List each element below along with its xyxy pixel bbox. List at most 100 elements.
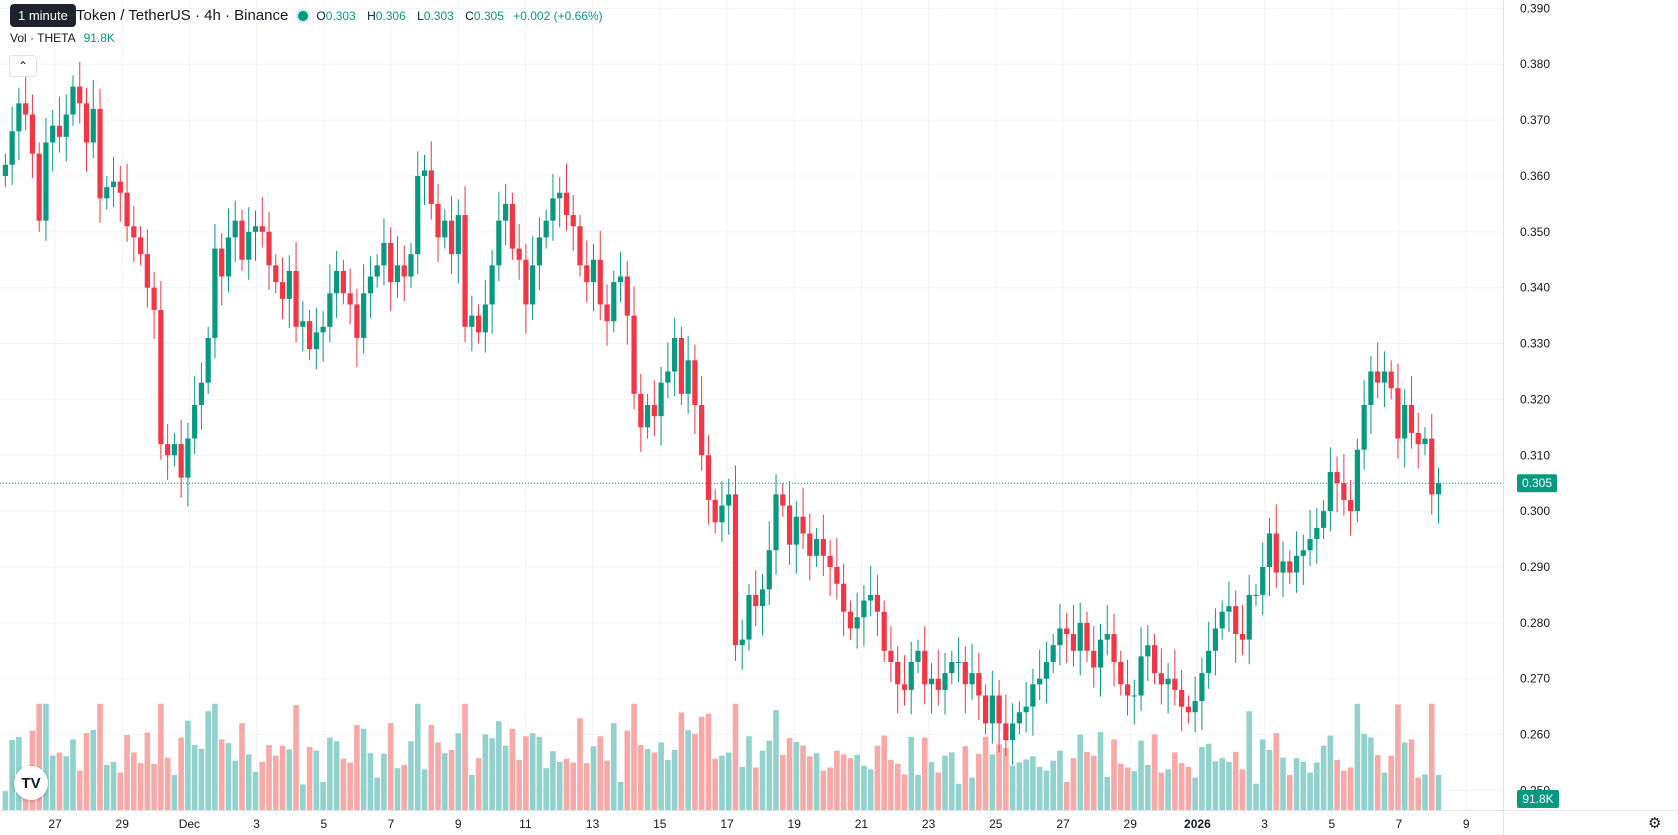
candle-body — [590, 259, 597, 283]
settings-gear-icon[interactable]: ⚙ — [1648, 815, 1662, 832]
volume-bar — [1097, 731, 1104, 810]
candle-body — [1293, 555, 1300, 573]
volume-bar — [117, 772, 124, 810]
candle-body — [888, 650, 894, 662]
candle-body — [178, 444, 184, 478]
volume-bar — [2, 791, 9, 810]
price-axis-label: 0.280 — [1520, 616, 1550, 630]
volume-bar — [279, 745, 286, 810]
collapse-legend-button[interactable]: ⌃ — [9, 55, 37, 77]
volume-bar — [1009, 765, 1016, 810]
candle-body — [246, 231, 252, 260]
candle-body — [23, 103, 29, 115]
volume-bar — [245, 754, 252, 810]
volume-bar — [218, 739, 225, 810]
candle-body — [306, 321, 313, 350]
volume-bar — [205, 711, 211, 810]
candle-body — [1050, 645, 1056, 662]
volume-bar — [1192, 777, 1198, 810]
volume-bar — [306, 746, 313, 810]
volume-bar — [198, 748, 205, 810]
volume-bar — [1334, 760, 1340, 810]
candle-body — [969, 673, 975, 685]
volume-bar — [90, 730, 97, 810]
volume-bar — [1185, 766, 1192, 810]
price-change: +0.002 (+0.66%) — [513, 8, 603, 23]
volume-bar — [523, 736, 529, 810]
volume-bar — [529, 733, 536, 810]
candle-body — [192, 405, 198, 439]
volume-bar — [1090, 755, 1097, 810]
candle-body — [252, 226, 259, 232]
candle-body — [766, 550, 772, 590]
volume-bar — [692, 733, 698, 810]
volume-bar — [658, 742, 664, 810]
time-axis-label: 19 — [788, 817, 802, 831]
volume-bar — [1212, 761, 1219, 810]
candle-body — [273, 265, 279, 283]
candle-body — [847, 611, 853, 629]
volume-bar — [266, 745, 272, 810]
candle-body — [732, 494, 739, 646]
candle-body — [617, 276, 624, 283]
candle-body — [482, 304, 488, 333]
candle-body — [1037, 678, 1043, 685]
price-axis-label: 0.380 — [1520, 57, 1550, 71]
volume-bar — [401, 765, 408, 810]
volume-bar — [110, 761, 117, 810]
time-axis-label: 23 — [922, 817, 936, 831]
volume-bar — [212, 703, 218, 810]
volume-bar — [779, 755, 786, 810]
candle-body — [786, 505, 793, 545]
volume-bar — [556, 761, 563, 810]
candle-body — [557, 192, 563, 199]
high-value: 0.306 — [375, 8, 406, 23]
time-axis-label: 7 — [1396, 817, 1403, 831]
candle-body — [1348, 499, 1354, 512]
volume-bar — [1408, 739, 1415, 810]
low-value: 0.303 — [423, 8, 454, 23]
volume-bar — [1084, 751, 1090, 810]
volume-bar — [1063, 781, 1070, 810]
price-axis-label: 0.260 — [1520, 728, 1550, 742]
candle-body — [300, 321, 306, 327]
candle-body — [719, 505, 725, 523]
tradingview-logo-icon[interactable]: TV — [14, 766, 48, 800]
candle-body — [584, 265, 590, 283]
volume-bar — [1219, 758, 1225, 810]
volume-bar — [705, 713, 712, 810]
candle-body — [1212, 628, 1219, 651]
volume-bar — [1036, 766, 1043, 810]
candle-body — [692, 360, 698, 405]
volume-bar — [191, 745, 198, 810]
volume-bar — [151, 763, 157, 810]
candle-body — [421, 170, 428, 176]
candle-body — [151, 287, 157, 311]
price-axis-label: 0.360 — [1520, 169, 1550, 183]
candle-body — [563, 192, 570, 216]
candle-body — [1010, 723, 1016, 741]
candle-body — [374, 265, 380, 277]
candle-body — [753, 594, 759, 607]
volume-bar — [164, 757, 171, 810]
candle-body — [219, 248, 225, 277]
candle-body — [942, 673, 948, 690]
volume-bar — [475, 758, 482, 810]
candle-body — [394, 265, 401, 283]
candle-body — [347, 293, 353, 305]
candle-body — [746, 594, 752, 640]
volume-bar — [773, 710, 779, 810]
volume-bar — [76, 770, 83, 810]
candle-body — [726, 494, 732, 506]
volume-bar — [1043, 770, 1050, 810]
volume-bar — [928, 761, 935, 810]
candle-body — [516, 248, 522, 260]
candle-body — [780, 494, 786, 506]
candle-body — [1273, 533, 1279, 573]
volume-bar — [354, 725, 360, 810]
volume-label[interactable]: Vol · THETA — [10, 31, 76, 45]
volume-bar — [651, 752, 658, 810]
symbol-title[interactable]: Token / TetherUS · 4h · Binance — [76, 7, 289, 24]
volume-bar — [56, 752, 63, 810]
